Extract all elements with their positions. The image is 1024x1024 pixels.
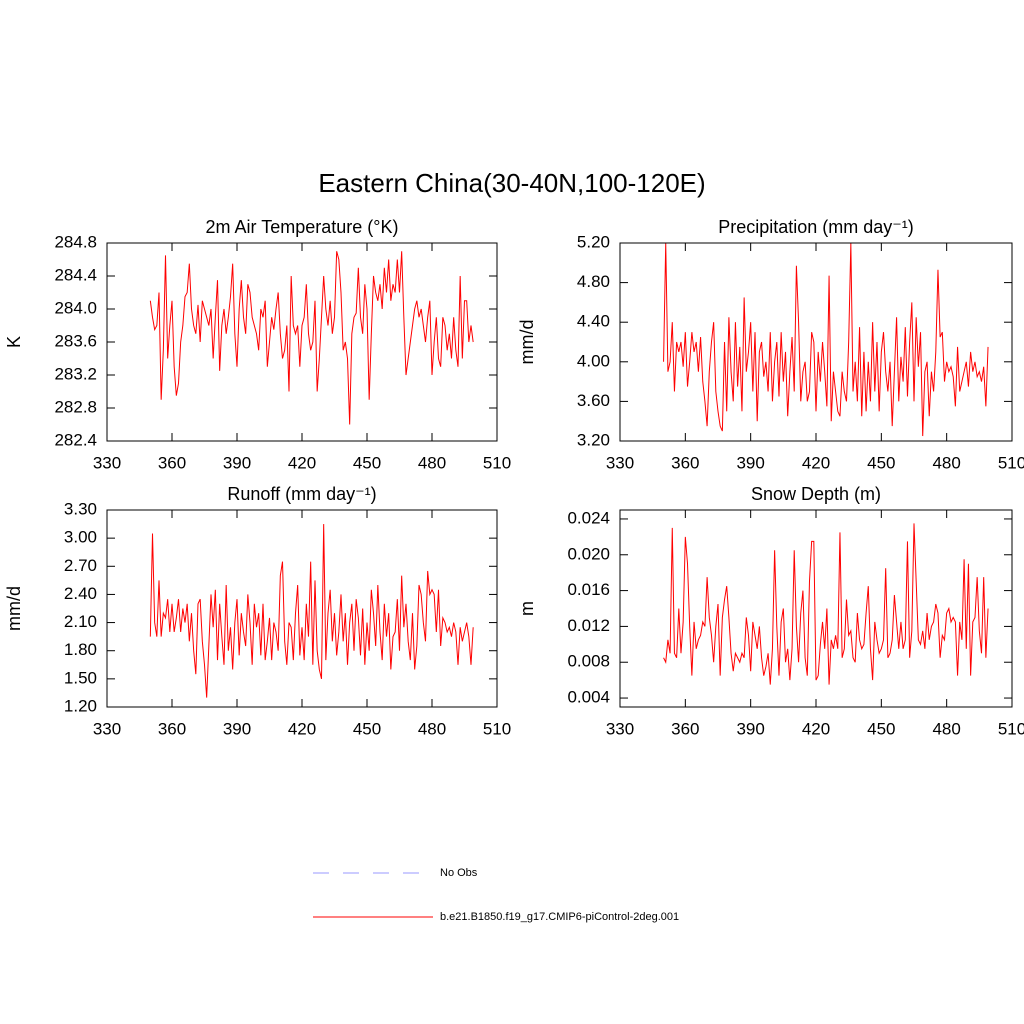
- x-tick-label: 390: [223, 719, 251, 738]
- y-tick-label: 282.4: [54, 430, 97, 449]
- panel-title: Snow Depth (m): [751, 484, 881, 504]
- y-axis-label: mm/d: [4, 586, 24, 631]
- y-tick-label: 0.008: [567, 652, 610, 671]
- panel: Runoff (mm day⁻¹) mm/d 1.20 1.50 1.80 2.10 2.4…: [4, 484, 511, 739]
- panel-title: Runoff (mm day⁻¹): [227, 484, 376, 504]
- x-tick-label: 360: [671, 719, 699, 738]
- x-tick-label: 420: [802, 719, 830, 738]
- y-tick-label: 3.30: [64, 499, 97, 518]
- y-tick-label: 4.80: [577, 272, 610, 291]
- y-tick-label: 0.004: [567, 688, 610, 707]
- x-tick-label: 450: [353, 719, 381, 738]
- y-axis-label: K: [4, 336, 24, 348]
- y-tick-label: 0.016: [567, 580, 610, 599]
- x-tick-label: 330: [606, 453, 634, 472]
- y-tick-label: 282.8: [54, 397, 97, 416]
- y-tick-label: 3.60: [577, 391, 610, 410]
- x-tick-label: 480: [932, 453, 960, 472]
- y-tick-label: 4.40: [577, 312, 610, 331]
- y-tick-label: 283.6: [54, 331, 97, 350]
- data-line: [149, 251, 474, 425]
- y-tick-label: 3.20: [577, 430, 610, 449]
- x-tick-label: 480: [418, 719, 446, 738]
- y-tick-label: 1.50: [64, 668, 97, 687]
- y-axis-label: m: [517, 601, 537, 616]
- plot-frame: [106, 509, 498, 708]
- panel: 2m Air Temperature (°K) K 282.4 282.8 283.2 2…: [4, 217, 511, 473]
- y-tick-label: 2.10: [64, 612, 97, 631]
- x-tick-label: 420: [802, 453, 830, 472]
- x-tick-label: 450: [867, 719, 895, 738]
- legend-text: b.e21.B1850.f19_g17.CMIP6-piControl-2deg…: [440, 911, 679, 923]
- x-tick-label: 390: [223, 453, 251, 472]
- legend-text: No Obs: [440, 867, 478, 879]
- y-tick-label: 4.00: [577, 351, 610, 370]
- y-tick-label: 0.012: [567, 616, 610, 635]
- panel-title: 2m Air Temperature (°K): [206, 217, 399, 237]
- x-tick-label: 480: [418, 453, 446, 472]
- y-tick-label: 284.0: [54, 298, 97, 317]
- y-tick-label: 1.80: [64, 640, 97, 659]
- plot-frame: [619, 242, 1013, 442]
- y-tick-label: 1.20: [64, 696, 97, 715]
- x-tick-label: 450: [867, 453, 895, 472]
- data-line: [663, 523, 989, 685]
- data-line: [663, 242, 989, 437]
- plot-frame: [106, 242, 498, 442]
- x-tick-label: 360: [671, 453, 699, 472]
- x-tick-label: 450: [353, 453, 381, 472]
- y-axis-label: mm/d: [517, 320, 537, 365]
- y-tick-label: 284.4: [54, 265, 97, 284]
- x-tick-label: 360: [158, 453, 186, 472]
- x-tick-label: 510: [483, 719, 511, 738]
- y-tick-label: 2.70: [64, 556, 97, 575]
- y-tick-label: 2.40: [64, 584, 97, 603]
- data-line: [149, 524, 474, 698]
- panel-title: Precipitation (mm day⁻¹): [718, 217, 914, 237]
- x-tick-label: 330: [606, 719, 634, 738]
- plot-frame: [619, 509, 1013, 708]
- x-tick-label: 330: [93, 453, 121, 472]
- x-tick-label: 420: [288, 719, 316, 738]
- y-tick-label: 3.00: [64, 528, 97, 547]
- x-tick-label: 330: [93, 719, 121, 738]
- x-tick-label: 480: [932, 719, 960, 738]
- figure-title: Eastern China(30-40N,100-120E): [318, 168, 705, 198]
- x-tick-label: 420: [288, 453, 316, 472]
- y-tick-label: 0.020: [567, 544, 610, 563]
- x-tick-label: 390: [736, 453, 764, 472]
- x-tick-label: 510: [998, 719, 1024, 738]
- x-tick-label: 360: [158, 719, 186, 738]
- panel: Precipitation (mm day⁻¹) mm/d 3.20 3.60 4.00…: [517, 217, 1024, 473]
- panel: Snow Depth (m) m 0.004 0.008 0.012 0.016 0.020…: [517, 484, 1024, 739]
- y-tick-label: 0.024: [567, 508, 610, 527]
- y-tick-label: 283.2: [54, 364, 97, 383]
- x-tick-label: 510: [998, 453, 1024, 472]
- x-tick-label: 510: [483, 453, 511, 472]
- x-tick-label: 390: [736, 719, 764, 738]
- y-tick-label: 5.20: [577, 232, 610, 251]
- y-tick-label: 284.8: [54, 232, 97, 251]
